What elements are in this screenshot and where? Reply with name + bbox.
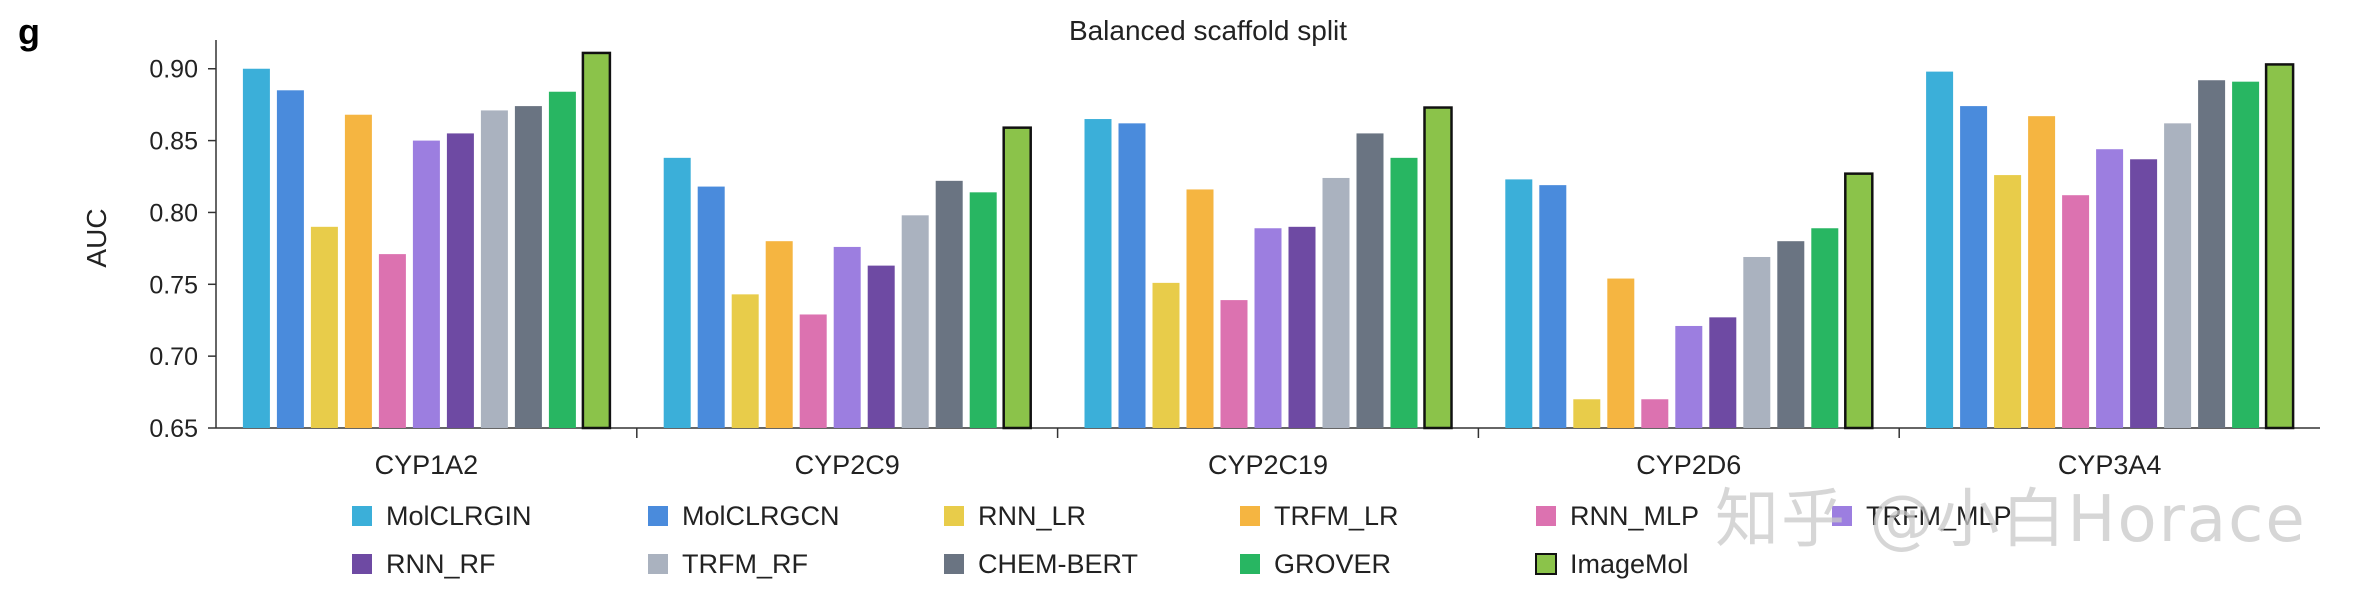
bar-molclrgin-cyp3a4 xyxy=(1926,71,1954,429)
bar-trfm-lr-cyp2c9 xyxy=(765,241,793,428)
bar-trfm-mlp-cyp1a2 xyxy=(412,140,440,428)
y-tick-label: 0.85 xyxy=(149,128,198,156)
legend-label: RNN_LR xyxy=(978,501,1086,531)
bar-molclrgin-cyp2d6 xyxy=(1505,179,1533,428)
legend-label: TRFM_MLP xyxy=(1866,501,2012,531)
bar-rnn-lr-cyp2c19 xyxy=(1152,282,1180,428)
legend-label: ImageMol xyxy=(1570,549,1689,579)
bar-trfm-mlp-cyp3a4 xyxy=(2096,149,2124,428)
bar-chem-bert-cyp2c9 xyxy=(935,180,963,428)
bar-trfm-rf-cyp2c9 xyxy=(901,215,929,428)
x-tick-label: CYP2C19 xyxy=(1208,450,1328,480)
panel-label: g xyxy=(18,11,40,52)
bar-molclrgin-cyp2c19 xyxy=(1084,119,1112,428)
y-axis-label: AUC xyxy=(81,208,112,267)
bar-trfm-mlp-cyp2c19 xyxy=(1254,228,1282,428)
watermark-text: 知乎 @小白Horace xyxy=(1715,483,2307,557)
bar-rnn-lr-cyp3a4 xyxy=(1994,175,2022,428)
bar-rnn-rf-cyp2d6 xyxy=(1709,317,1737,428)
legend-swatch-trfm-mlp xyxy=(1832,506,1852,526)
bar-trfm-mlp-cyp2c9 xyxy=(833,246,861,428)
bar-grover-cyp2c9 xyxy=(969,192,997,428)
bar-molclrgcn-cyp2d6 xyxy=(1539,185,1567,428)
bar-trfm-mlp-cyp2d6 xyxy=(1675,325,1703,428)
legend-label: GROVER xyxy=(1274,549,1391,579)
bar-trfm-lr-cyp2c19 xyxy=(1186,189,1214,428)
bars-group xyxy=(242,51,2295,430)
legend-label: MolCLRGCN xyxy=(682,501,840,531)
bar-trfm-lr-cyp3a4 xyxy=(2028,116,2056,428)
legend-swatch-molclrgin xyxy=(352,506,372,526)
bar-chem-bert-cyp1a2 xyxy=(514,106,542,429)
bar-imagemol-cyp3a4 xyxy=(2264,63,2295,430)
legend-label: RNN_MLP xyxy=(1570,501,1699,531)
legend-label: MolCLRGIN xyxy=(386,501,532,531)
bar-chem-bert-cyp3a4 xyxy=(2198,80,2226,429)
bar-rnn-rf-cyp1a2 xyxy=(446,133,474,428)
bar-rnn-mlp-cyp2d6 xyxy=(1641,399,1669,428)
legend-swatch-molclrgcn xyxy=(648,506,668,526)
bar-rnn-rf-cyp3a4 xyxy=(2130,159,2158,428)
bar-trfm-rf-cyp1a2 xyxy=(480,110,508,428)
legend-swatch-imagemol xyxy=(1535,553,1557,575)
bar-imagemol-cyp2d6 xyxy=(1844,172,1874,430)
bar-rnn-rf-cyp2c19 xyxy=(1288,226,1316,428)
bar-imagemol-cyp2c19 xyxy=(1423,106,1453,430)
bar-rnn-mlp-cyp2c19 xyxy=(1220,300,1248,428)
x-tick-label: CYP1A2 xyxy=(375,450,479,480)
legend-swatch-rnn-rf xyxy=(352,554,372,574)
bar-trfm-lr-cyp1a2 xyxy=(344,114,372,429)
x-tick-label: CYP2C9 xyxy=(795,450,900,480)
legend-swatch-grover xyxy=(1240,554,1260,574)
legend-label: CHEM-BERT xyxy=(978,549,1138,579)
x-tick-label: CYP2D6 xyxy=(1636,450,1741,480)
bar-molclrgcn-cyp1a2 xyxy=(276,90,304,428)
legend-label: TRFM_LR xyxy=(1274,501,1399,531)
bar-rnn-mlp-cyp3a4 xyxy=(2062,195,2090,428)
bar-rnn-lr-cyp2c9 xyxy=(731,294,759,428)
bar-trfm-rf-cyp3a4 xyxy=(2164,123,2192,428)
y-tick-label: 0.80 xyxy=(149,199,198,227)
y-tick-label: 0.65 xyxy=(149,415,198,443)
axes: 0.65 0.70 0.75 0.80 0.85 0.90 CYP1A2 CYP2C9 CYP2… xyxy=(149,40,2320,480)
bar-grover-cyp2c19 xyxy=(1390,157,1418,428)
legend-swatch-rnn-mlp xyxy=(1536,506,1556,526)
y-tick-label: 0.70 xyxy=(149,343,198,371)
legend-swatch-trfm-lr xyxy=(1240,506,1260,526)
legend: MolCLRGIN MolCLRGCN RNN_LR TRFM_LR RNN_MLP TR… xyxy=(352,501,2012,579)
chart-title: Balanced scaffold split xyxy=(1069,15,1347,46)
legend-swatch-chem-bert xyxy=(944,554,964,574)
y-tick-label: 0.75 xyxy=(149,271,198,299)
bar-imagemol-cyp2c9 xyxy=(1002,126,1032,430)
bar-molclrgin-cyp1a2 xyxy=(242,68,270,429)
bar-rnn-rf-cyp2c9 xyxy=(867,265,895,428)
bar-rnn-mlp-cyp1a2 xyxy=(378,254,406,428)
bar-rnn-mlp-cyp2c9 xyxy=(799,314,827,428)
bar-trfm-rf-cyp2d6 xyxy=(1743,256,1771,428)
x-tick-label: CYP3A4 xyxy=(2058,450,2162,480)
bar-molclrgcn-cyp2c19 xyxy=(1118,123,1146,428)
bar-molclrgcn-cyp3a4 xyxy=(1960,106,1988,429)
legend-swatch-trfm-rf xyxy=(648,554,668,574)
legend-label: TRFM_RF xyxy=(682,549,808,579)
bar-trfm-rf-cyp2c19 xyxy=(1322,177,1350,428)
bar-rnn-lr-cyp2d6 xyxy=(1573,399,1601,428)
bar-trfm-lr-cyp2d6 xyxy=(1607,278,1635,428)
bar-chem-bert-cyp2d6 xyxy=(1777,241,1805,428)
legend-swatch-rnn-lr xyxy=(944,506,964,526)
bar-grover-cyp1a2 xyxy=(548,91,576,428)
bar-chem-bert-cyp2c19 xyxy=(1356,133,1384,428)
bar-rnn-lr-cyp1a2 xyxy=(310,226,338,428)
bar-molclrgcn-cyp2c9 xyxy=(697,186,725,428)
bar-grover-cyp2d6 xyxy=(1811,228,1839,428)
y-tick-label: 0.90 xyxy=(149,56,198,84)
bar-grover-cyp3a4 xyxy=(2232,81,2260,428)
bar-imagemol-cyp1a2 xyxy=(581,51,612,430)
legend-label: RNN_RF xyxy=(386,549,496,579)
bar-molclrgin-cyp2c9 xyxy=(663,157,691,428)
